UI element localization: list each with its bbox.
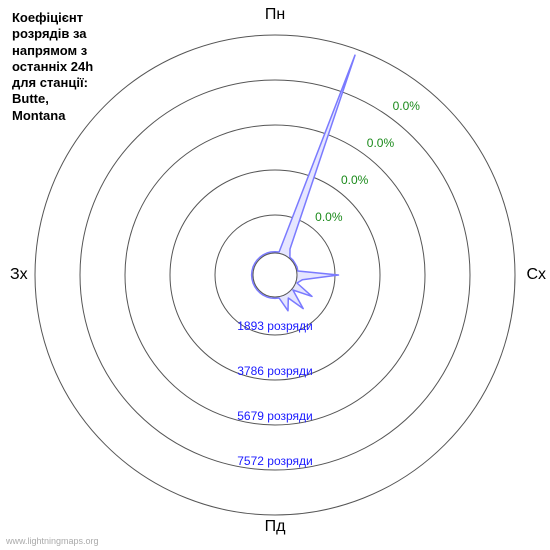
svg-text:1893 розряди: 1893 розряди — [237, 319, 313, 333]
polar-chart: Коефіцієнт розрядів за напрямом з останн… — [0, 0, 550, 550]
chart-title: Коефіцієнт розрядів за напрямом з останн… — [12, 10, 93, 124]
svg-text:0.0%: 0.0% — [393, 99, 421, 113]
cardinal-n: Пн — [265, 6, 285, 24]
svg-text:3786 розряди: 3786 розряди — [237, 364, 313, 378]
svg-text:0.0%: 0.0% — [367, 136, 395, 150]
svg-text:5679 розряди: 5679 розряди — [237, 409, 313, 423]
cardinal-s: Пд — [265, 518, 286, 536]
svg-text:0.0%: 0.0% — [341, 173, 369, 187]
cardinal-e: Сх — [526, 266, 546, 284]
footer-credit: www.lightningmaps.org — [6, 536, 99, 546]
svg-text:7572 розряди: 7572 розряди — [237, 454, 313, 468]
cardinal-w: Зх — [10, 266, 28, 284]
svg-text:0.0%: 0.0% — [315, 210, 343, 224]
